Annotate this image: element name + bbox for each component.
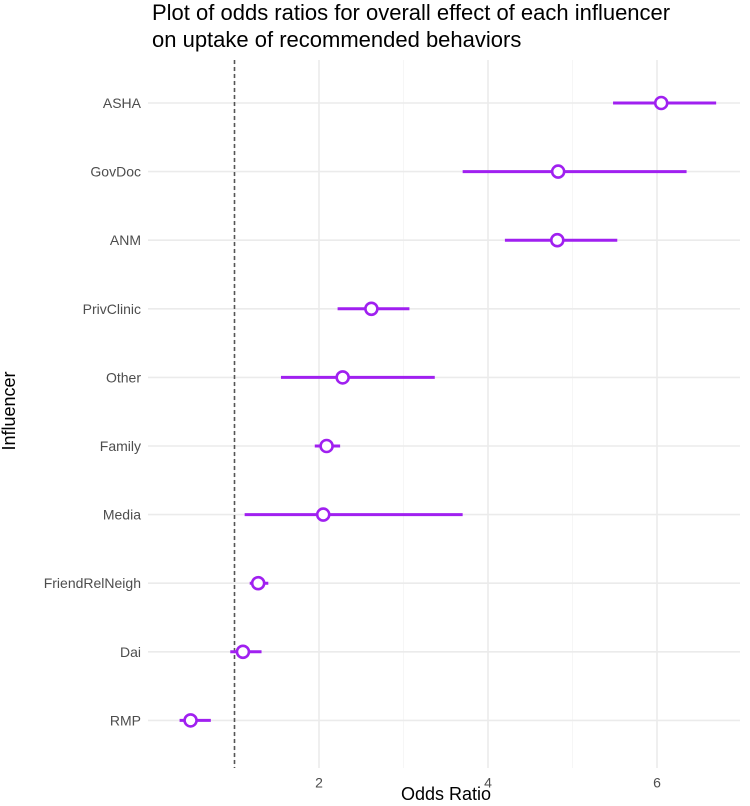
x-tick-label: 2 [315, 774, 323, 790]
y-tick-label: Other [106, 369, 141, 385]
major-gridlines [148, 60, 740, 768]
y-tick-label: ANM [110, 232, 141, 248]
estimate-point-media [315, 507, 331, 522]
chart-title-line-2: on uptake of recommended behaviors [152, 27, 521, 52]
estimate-point-dai [235, 644, 251, 660]
y-tick-labels: ASHA GovDoc ANM PrivClinic Other Family Media F… [44, 95, 142, 728]
x-tick-label: 4 [484, 774, 492, 790]
y-tick-label: ASHA [103, 95, 142, 111]
y-tick-label: FriendRelNeigh [44, 575, 141, 591]
x-axis-title: Odds Ratio [401, 784, 491, 804]
y-axis-title: Influencer [0, 371, 19, 450]
estimate-point-privclinic [364, 301, 379, 317]
estimate-point-asha [653, 95, 669, 111]
estimate-point-other [335, 370, 350, 385]
chart-title-line-1: Plot of odds ratios for overall effect o… [152, 0, 670, 25]
x-tick-labels: 2 4 6 [315, 774, 661, 790]
estimate-point-anm [549, 232, 565, 248]
y-tick-label: Dai [120, 644, 141, 660]
y-tick-label: GovDoc [90, 164, 141, 180]
estimate-point-rmp [183, 713, 198, 728]
x-tick-label: 6 [653, 774, 661, 790]
data-marks [179, 95, 717, 728]
y-tick-label: Media [103, 507, 141, 523]
y-tick-label: Family [100, 438, 141, 454]
estimate-point-friendrelneigh [250, 575, 266, 591]
y-tick-label: PrivClinic [83, 301, 141, 317]
estimate-point-govdoc [550, 164, 566, 179]
y-tick-label: RMP [110, 712, 141, 728]
estimate-point-family [319, 438, 334, 454]
minor-gridlines [234, 60, 573, 768]
